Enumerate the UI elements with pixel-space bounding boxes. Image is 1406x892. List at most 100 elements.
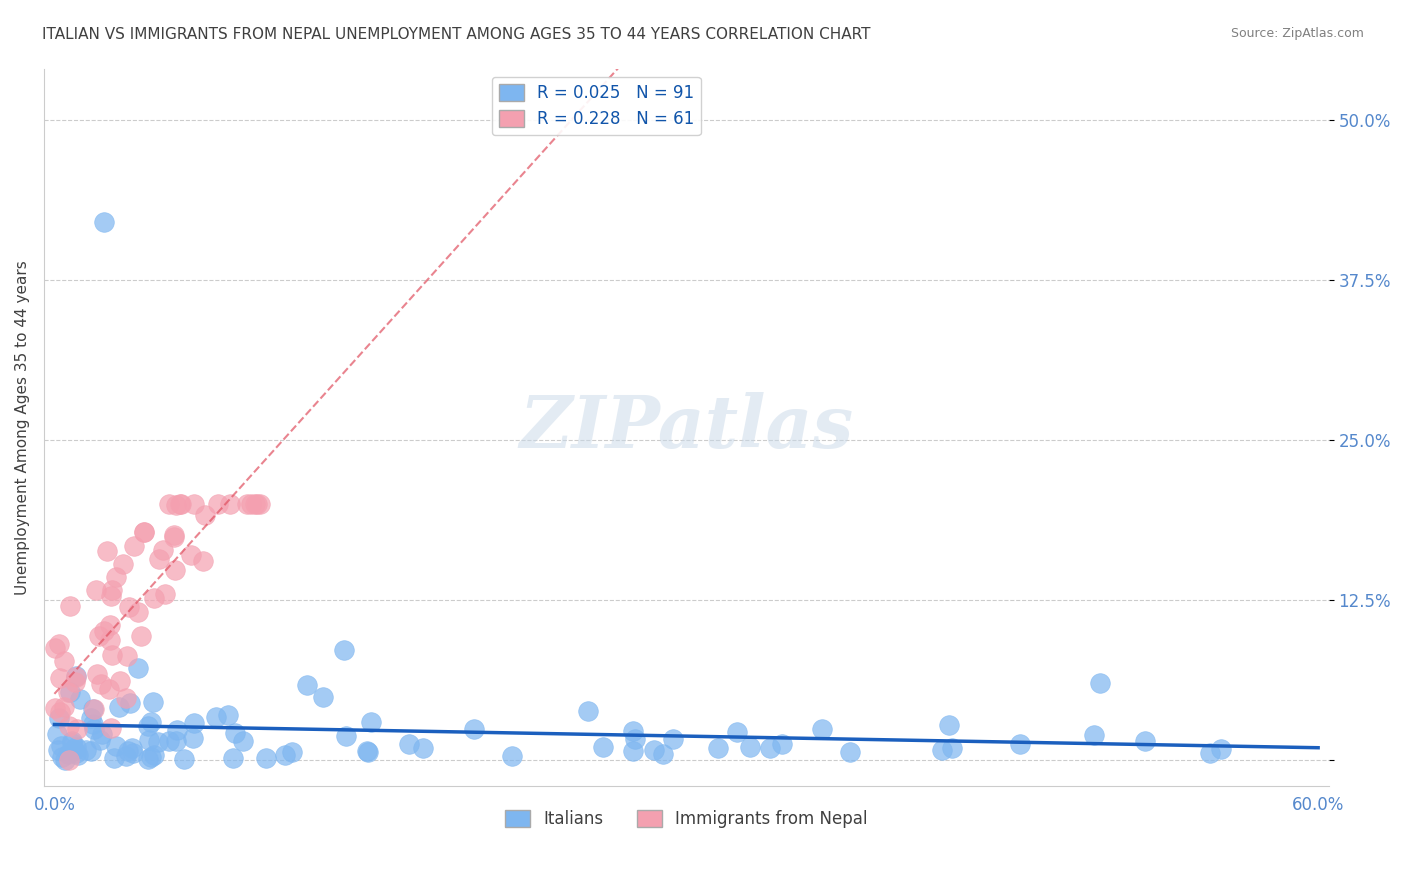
Point	[66, 747, 89, 762]
Point	[122, 539, 145, 553]
Point	[1083, 729, 1105, 743]
Point	[86, 582, 108, 597]
Point	[82, 716, 104, 731]
Point	[91, 727, 114, 741]
Point	[463, 722, 485, 736]
Point	[183, 715, 205, 730]
Point	[80, 711, 103, 725]
Point	[49, 705, 72, 719]
Point	[100, 582, 122, 597]
Point	[335, 729, 357, 743]
Point	[254, 751, 277, 765]
Point	[621, 724, 644, 739]
Point	[51, 750, 73, 764]
Point	[1211, 742, 1233, 756]
Point	[191, 554, 214, 568]
Point	[86, 667, 108, 681]
Point	[142, 695, 165, 709]
Point	[115, 749, 138, 764]
Point	[222, 750, 245, 764]
Point	[129, 628, 152, 642]
Point	[811, 722, 834, 736]
Point	[127, 661, 149, 675]
Point	[157, 733, 180, 747]
Point	[87, 629, 110, 643]
Point	[108, 674, 131, 689]
Point	[759, 741, 782, 756]
Point	[59, 599, 82, 614]
Point	[121, 746, 143, 760]
Point	[107, 700, 129, 714]
Point	[194, 508, 217, 522]
Point	[48, 637, 70, 651]
Point	[117, 744, 139, 758]
Point	[93, 624, 115, 639]
Point	[501, 749, 523, 764]
Point	[243, 497, 266, 511]
Point	[356, 745, 378, 759]
Point	[111, 557, 134, 571]
Point	[138, 719, 160, 733]
Point	[115, 690, 138, 705]
Point	[165, 498, 187, 512]
Point	[82, 702, 104, 716]
Point	[652, 747, 675, 761]
Point	[157, 497, 180, 511]
Point	[183, 497, 205, 511]
Point	[239, 497, 262, 511]
Point	[153, 587, 176, 601]
Point	[181, 731, 204, 746]
Point	[412, 741, 434, 756]
Point	[941, 741, 963, 756]
Point	[56, 747, 79, 761]
Point	[60, 734, 83, 748]
Point	[97, 681, 120, 696]
Point	[105, 570, 128, 584]
Point	[624, 731, 647, 746]
Point	[232, 734, 254, 748]
Point	[93, 215, 115, 229]
Point	[246, 497, 269, 511]
Point	[48, 671, 70, 685]
Point	[120, 696, 142, 710]
Point	[1010, 737, 1032, 751]
Point	[333, 642, 356, 657]
Point	[1090, 676, 1112, 690]
Point	[89, 733, 111, 747]
Point	[207, 497, 229, 511]
Point	[65, 746, 87, 760]
Point	[138, 732, 160, 747]
Point	[132, 525, 155, 540]
Point	[169, 497, 191, 511]
Point	[146, 734, 169, 748]
Point	[356, 744, 378, 758]
Point	[274, 747, 297, 762]
Point	[65, 669, 87, 683]
Point	[152, 543, 174, 558]
Point	[170, 497, 193, 511]
Point	[163, 562, 186, 576]
Point	[219, 497, 242, 511]
Point	[217, 708, 239, 723]
Text: ITALIAN VS IMMIGRANTS FROM NEPAL UNEMPLOYMENT AMONG AGES 35 TO 44 YEARS CORRELAT: ITALIAN VS IMMIGRANTS FROM NEPAL UNEMPLO…	[42, 27, 870, 42]
Point	[45, 727, 67, 741]
Point	[772, 737, 794, 751]
Point	[118, 599, 141, 614]
Point	[738, 739, 761, 754]
Point	[90, 676, 112, 690]
Point	[83, 722, 105, 736]
Point	[295, 678, 318, 692]
Point	[173, 751, 195, 765]
Point	[165, 734, 187, 748]
Point	[60, 736, 83, 750]
Point	[49, 739, 72, 753]
Point	[236, 497, 259, 511]
Point	[163, 528, 186, 542]
Point	[104, 739, 127, 753]
Point	[115, 648, 138, 663]
Point	[127, 605, 149, 619]
Point	[592, 739, 614, 754]
Point	[98, 618, 121, 632]
Point	[643, 742, 665, 756]
Point	[48, 711, 70, 725]
